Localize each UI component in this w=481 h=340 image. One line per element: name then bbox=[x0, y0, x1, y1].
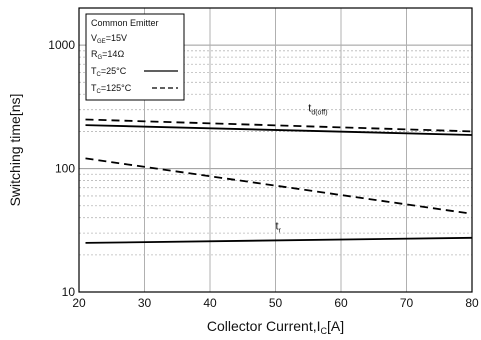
x-tick-label: 30 bbox=[138, 296, 152, 310]
annotation-td-off: td(off) bbox=[308, 103, 327, 117]
y-tick-label: 1000 bbox=[48, 38, 75, 52]
x-tick-label: 60 bbox=[334, 296, 348, 310]
series-line bbox=[85, 236, 473, 244]
x-tick-label: 50 bbox=[269, 296, 283, 310]
x-tick-label: 40 bbox=[203, 296, 217, 310]
x-tick-label: 80 bbox=[465, 296, 479, 310]
tick-labels: 20 30 40 50 60 70 80 10 100 1000 bbox=[48, 38, 479, 310]
legend: Common Emitter VGE=15V RG=14Ω TC=25°C TC… bbox=[85, 13, 185, 101]
legend-title: Common Emitter bbox=[91, 18, 159, 28]
legend-entry-125c: TC=125°C bbox=[91, 83, 132, 95]
annotation-tr: tr bbox=[276, 221, 282, 235]
x-tick-label: 20 bbox=[72, 296, 86, 310]
y-axis-title: Switching time[ns] bbox=[7, 94, 23, 207]
series-line bbox=[85, 124, 473, 136]
legend-condition-vge: VGE=15V bbox=[91, 33, 127, 45]
plot-frame bbox=[78, 7, 473, 293]
x-tick-label: 70 bbox=[400, 296, 414, 310]
legend-condition-rg: RG=14Ω bbox=[91, 49, 124, 61]
legend-entry-25c: TC=25°C bbox=[91, 66, 127, 78]
x-axis-title: Collector Current,IC[A] bbox=[207, 318, 344, 336]
series-line bbox=[85, 157, 473, 215]
y-tick-label: 100 bbox=[55, 162, 75, 176]
y-tick-label: 10 bbox=[62, 285, 76, 299]
legend-box bbox=[85, 13, 185, 101]
series-layer bbox=[85, 118, 473, 244]
